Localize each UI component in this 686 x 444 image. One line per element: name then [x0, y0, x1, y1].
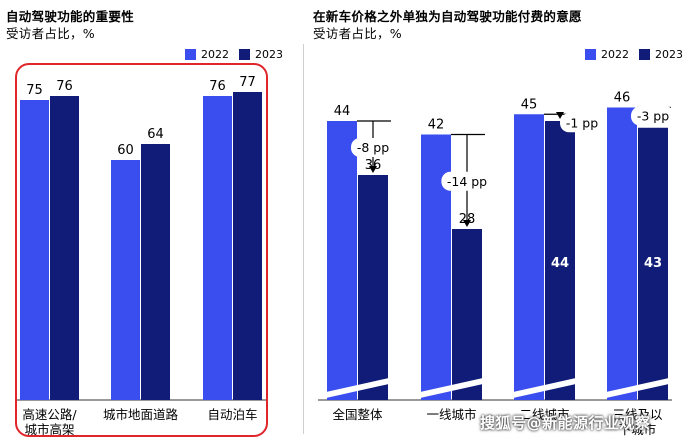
annotation-label: -1 pp	[566, 115, 598, 130]
bar-2023	[452, 229, 482, 400]
category-label: 全国整体	[332, 407, 383, 422]
bar-2023	[233, 92, 262, 400]
legend-item-2023: 2023	[639, 48, 683, 61]
left-chart-subtitle: 受访者占比，%	[6, 26, 95, 41]
left-legend: 2022 2023	[175, 48, 283, 61]
axis-break-mark	[326, 378, 389, 398]
data-label-2023: 44	[551, 256, 569, 271]
right-legend: 2022 2023	[575, 48, 683, 61]
category-label: 城市地面道路	[103, 407, 179, 422]
category-label: 二线城市	[519, 407, 569, 422]
legend-item-2023: 2023	[239, 48, 283, 61]
bar-2023	[358, 175, 388, 400]
legend-label-2023: 2023	[255, 48, 283, 61]
legend-label-2022: 2022	[201, 48, 229, 61]
data-label-2022: 60	[117, 143, 134, 158]
data-label-2022: 46	[614, 91, 631, 106]
axis-break-mark	[606, 378, 669, 398]
axis-break-mark	[513, 378, 576, 398]
annotation-pill	[631, 106, 675, 126]
annotation-label: -14 pp	[447, 174, 487, 189]
category-label: 高速公路/	[22, 407, 77, 422]
bar-2023	[50, 96, 79, 400]
change-arrow-head	[369, 166, 377, 173]
data-label-2022: 45	[521, 97, 538, 112]
data-label-2022: 44	[334, 104, 351, 119]
category-label: 城市高架	[24, 422, 74, 437]
data-label-2023: 77	[239, 75, 256, 90]
category-label: 下城市	[619, 422, 657, 437]
bar-2022	[111, 160, 140, 400]
legend-swatch-2023	[639, 49, 650, 60]
bar-2022	[607, 107, 637, 400]
data-label-2023: 76	[56, 79, 73, 94]
bar-2022	[20, 100, 49, 400]
legend-swatch-2022	[585, 49, 596, 60]
right-chart-subtitle: 受访者占比，%	[313, 26, 402, 41]
legend-label-2023: 2023	[655, 48, 683, 61]
data-label-2022: 75	[26, 83, 43, 98]
change-arrow-head	[463, 220, 471, 227]
data-label-2023: 43	[644, 256, 662, 271]
watermark: 搜狐号@新能源行业观察	[480, 414, 651, 432]
chart-divider	[303, 44, 304, 434]
axis-break-mark	[420, 378, 483, 398]
bar-2022	[327, 121, 357, 400]
category-label: 自动泊车	[207, 407, 257, 422]
bar-2023	[545, 121, 575, 400]
data-label-2022: 76	[209, 79, 226, 94]
change-arrow-head	[556, 112, 564, 119]
annotation-pill	[441, 171, 493, 191]
bar-2023	[141, 144, 170, 400]
annotation-label: -3 pp	[637, 109, 669, 124]
legend-swatch-2022	[185, 49, 196, 60]
legend-item-2022: 2022	[585, 48, 629, 61]
category-label: 三线及以	[612, 407, 663, 422]
legend-item-2022: 2022	[185, 48, 229, 61]
category-label: 一线城市	[426, 407, 476, 422]
legend-label-2022: 2022	[601, 48, 629, 61]
bar-2023	[638, 127, 668, 400]
left-chart-title: 自动驾驶功能的重要性	[6, 9, 135, 24]
highlight-box	[15, 63, 268, 437]
annotation-label: -8 pp	[357, 140, 389, 155]
data-label-2022: 42	[428, 118, 445, 133]
left-bar-chart: 75 76 高速公路/城市高架 60 64 城市地面道路 76 77 自动泊车	[17, 75, 266, 437]
annotation-pill	[351, 138, 395, 157]
bar-2022	[514, 114, 544, 400]
annotation-pill	[560, 113, 604, 133]
bar-2022	[203, 96, 232, 400]
data-label-2023: 64	[147, 127, 164, 142]
right-chart-title: 在新车价格之外单独为自动驾驶功能付费的意愿	[313, 9, 582, 24]
legend-swatch-2023	[239, 49, 250, 60]
